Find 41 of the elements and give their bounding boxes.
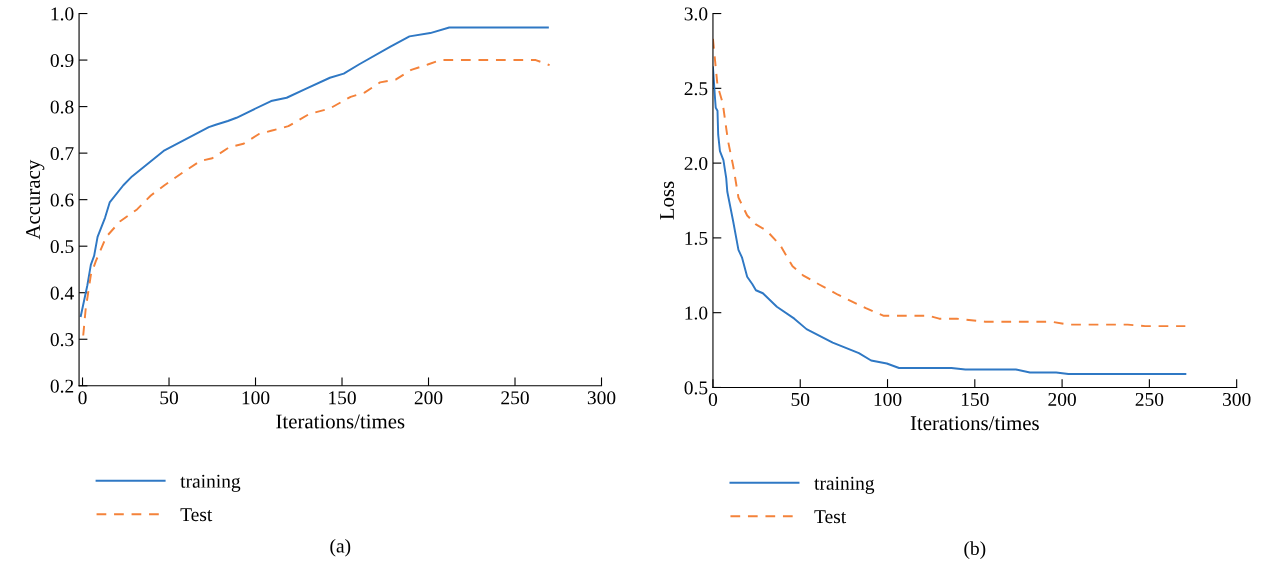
y-tick-label: 0.5	[50, 240, 74, 254]
x-axis-title: Iterations/times	[276, 414, 405, 429]
legend-label: Test	[814, 510, 847, 524]
x-tick-label: 300	[1223, 392, 1251, 407]
y-tick-label: 0.5	[684, 381, 708, 395]
y-tick-label: 0.9	[50, 53, 74, 68]
y-tick-label: 2.5	[684, 82, 708, 96]
x-axis-title: Iterations/times	[910, 416, 1039, 431]
line-series	[82, 59, 551, 337]
x-tick-label: 250	[501, 391, 529, 405]
x-tick-label: 200	[1048, 392, 1076, 407]
y-tick-label: 0.4	[50, 286, 74, 300]
y-axis-title: Loss	[660, 181, 674, 220]
x-tick-label: 50	[791, 392, 810, 407]
y-tick-label: 1.5	[685, 231, 708, 245]
x-tick-label: 200	[414, 391, 443, 405]
y-tick-label: 0.3	[50, 333, 74, 347]
x-tick-label: 0	[78, 391, 87, 405]
y-tick-label: 0.7	[50, 146, 74, 161]
y-tick-label: 1.0	[685, 306, 708, 320]
legend-label: Test	[180, 508, 213, 522]
y-tick-label: 0.6	[50, 193, 74, 207]
x-tick-label: 300	[587, 391, 616, 405]
text: (a)	[330, 538, 351, 557]
x-tick-label: 100	[242, 391, 270, 405]
text: (b)	[964, 541, 986, 559]
legend-label: training	[180, 474, 241, 492]
x-tick-label: 50	[160, 391, 178, 405]
line-series	[79, 26, 549, 317]
x-tick-label: 250	[1135, 392, 1164, 407]
y-axis-title: Accuracy	[26, 159, 45, 240]
x-tick-label: 100	[874, 392, 902, 407]
legend-label: training	[814, 476, 875, 494]
y-tick-label: 2.0	[684, 156, 708, 171]
x-tick-label: 150	[329, 391, 356, 405]
y-tick-label: 1.0	[51, 7, 74, 21]
x-tick-label: 0	[708, 392, 718, 407]
y-tick-label: 0.8	[50, 100, 74, 114]
y-tick-label: 0.2	[50, 379, 74, 393]
y-tick-label: 3.0	[684, 7, 708, 21]
x-tick-label: 150	[961, 392, 989, 407]
